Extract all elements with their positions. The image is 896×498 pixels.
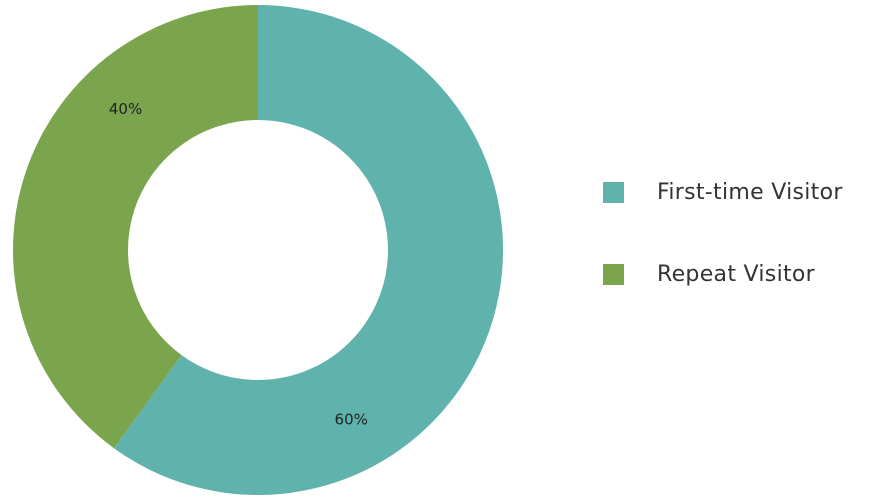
slice-label-first-time-visitor: 60%: [335, 411, 368, 429]
donut-chart: 60% 40%: [13, 5, 504, 496]
legend-swatch-repeat-visitor: [603, 263, 624, 285]
chart-legend: First-time Visitor Repeat Visitor: [603, 176, 843, 340]
legend-swatch-first-time-visitor: [603, 181, 624, 203]
legend-label-first-time-visitor: First-time Visitor: [657, 179, 843, 205]
slice-repeat-visitor[interactable]: [13, 5, 258, 449]
slice-label-repeat-visitor: 40%: [109, 100, 142, 118]
legend-label-repeat-visitor: Repeat Visitor: [657, 261, 816, 287]
slice-first-time-visitor[interactable]: [113, 5, 504, 496]
legend-item-repeat-visitor[interactable]: Repeat Visitor: [603, 258, 843, 290]
legend-item-first-time-visitor[interactable]: First-time Visitor: [603, 176, 843, 208]
